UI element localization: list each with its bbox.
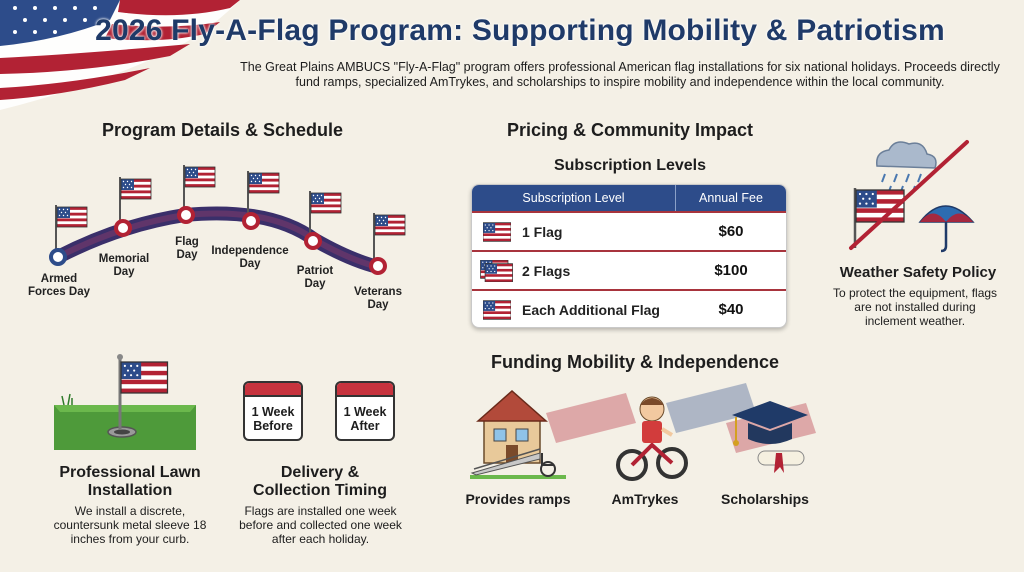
lawn-installation-text: We install a discrete, countersunk metal…	[53, 504, 207, 546]
table-row: 1 Flag $60	[472, 211, 786, 250]
row-level: 2 Flags	[522, 262, 571, 279]
calendar-before-icon: 1 Week Before	[243, 381, 303, 441]
column-header-fee: Annual Fee	[699, 191, 763, 205]
table-row: Each Additional Flag $40	[472, 289, 786, 327]
row-fee: $60	[718, 223, 744, 240]
row-fee: $40	[718, 301, 744, 318]
subscription-table: Subscription Level Annual Fee 1 Flag $60…	[471, 184, 787, 328]
calendar-after-text: 1 Week After	[343, 405, 387, 433]
amtryke-icon	[616, 396, 688, 481]
lawn-installation-title: Professional Lawn Installation	[59, 464, 201, 499]
holiday-label-armed-forces: Armed Forces Day	[27, 273, 90, 298]
holiday-timeline	[49, 165, 406, 275]
intro-paragraph: The Great Plains AMBUCS "Fly-A-Flag" pro…	[240, 60, 1000, 89]
funding-illustrations	[470, 383, 816, 481]
holiday-label-independence: Independence Day	[211, 245, 289, 270]
schedule-section-title: Program Details & Schedule	[101, 120, 344, 140]
timeline-nodes	[49, 165, 406, 275]
us-flag-icon	[483, 299, 511, 320]
two-flags-icon	[480, 259, 513, 282]
weather-policy-text: To protect the equipment, flags are not …	[832, 286, 998, 328]
weather-no-flag-icon	[849, 140, 975, 253]
calendar-before-text: 1 Week Before	[251, 405, 295, 433]
funding-label-scholarships: Scholarships	[721, 491, 809, 507]
lawn-flag-icon	[54, 354, 196, 450]
holiday-label-flag: Flag Day	[175, 236, 199, 261]
row-level: Each Additional Flag	[522, 301, 660, 318]
corner-flag-decoration	[0, 0, 240, 110]
graduation-cap-icon	[732, 401, 808, 473]
table-row: 2 Flags $100	[472, 250, 786, 289]
subscription-levels-title: Subscription Levels	[553, 157, 707, 174]
delivery-timing-text: Flags are installed one week before and …	[239, 504, 402, 546]
funding-label-amtrykes: AmTrykes	[611, 491, 679, 507]
weather-policy-title: Weather Safety Policy	[839, 264, 997, 281]
calendar-after-icon: 1 Week After	[335, 381, 395, 441]
delivery-timing-title: Delivery & Collection Timing	[253, 464, 387, 499]
page-title: 2026 Fly-A-Flag Program: Supporting Mobi…	[95, 14, 945, 47]
table-header: Subscription Level Annual Fee	[472, 185, 786, 211]
house-ramp-icon	[470, 389, 566, 479]
holiday-label-memorial: Memorial Day	[98, 253, 150, 278]
funding-section-title: Funding Mobility & Independence	[491, 352, 779, 372]
row-level: 1 Flag	[522, 223, 563, 240]
column-header-level: Subscription Level	[472, 185, 676, 211]
us-flag-icon	[483, 221, 511, 242]
holiday-label-patriot: Patriot Day	[296, 265, 334, 290]
pricing-section-title: Pricing & Community Impact	[506, 120, 754, 140]
row-fee: $100	[714, 262, 748, 279]
funding-label-ramps: Provides ramps	[465, 491, 571, 507]
holiday-label-veterans: Veterans Day	[354, 286, 402, 311]
